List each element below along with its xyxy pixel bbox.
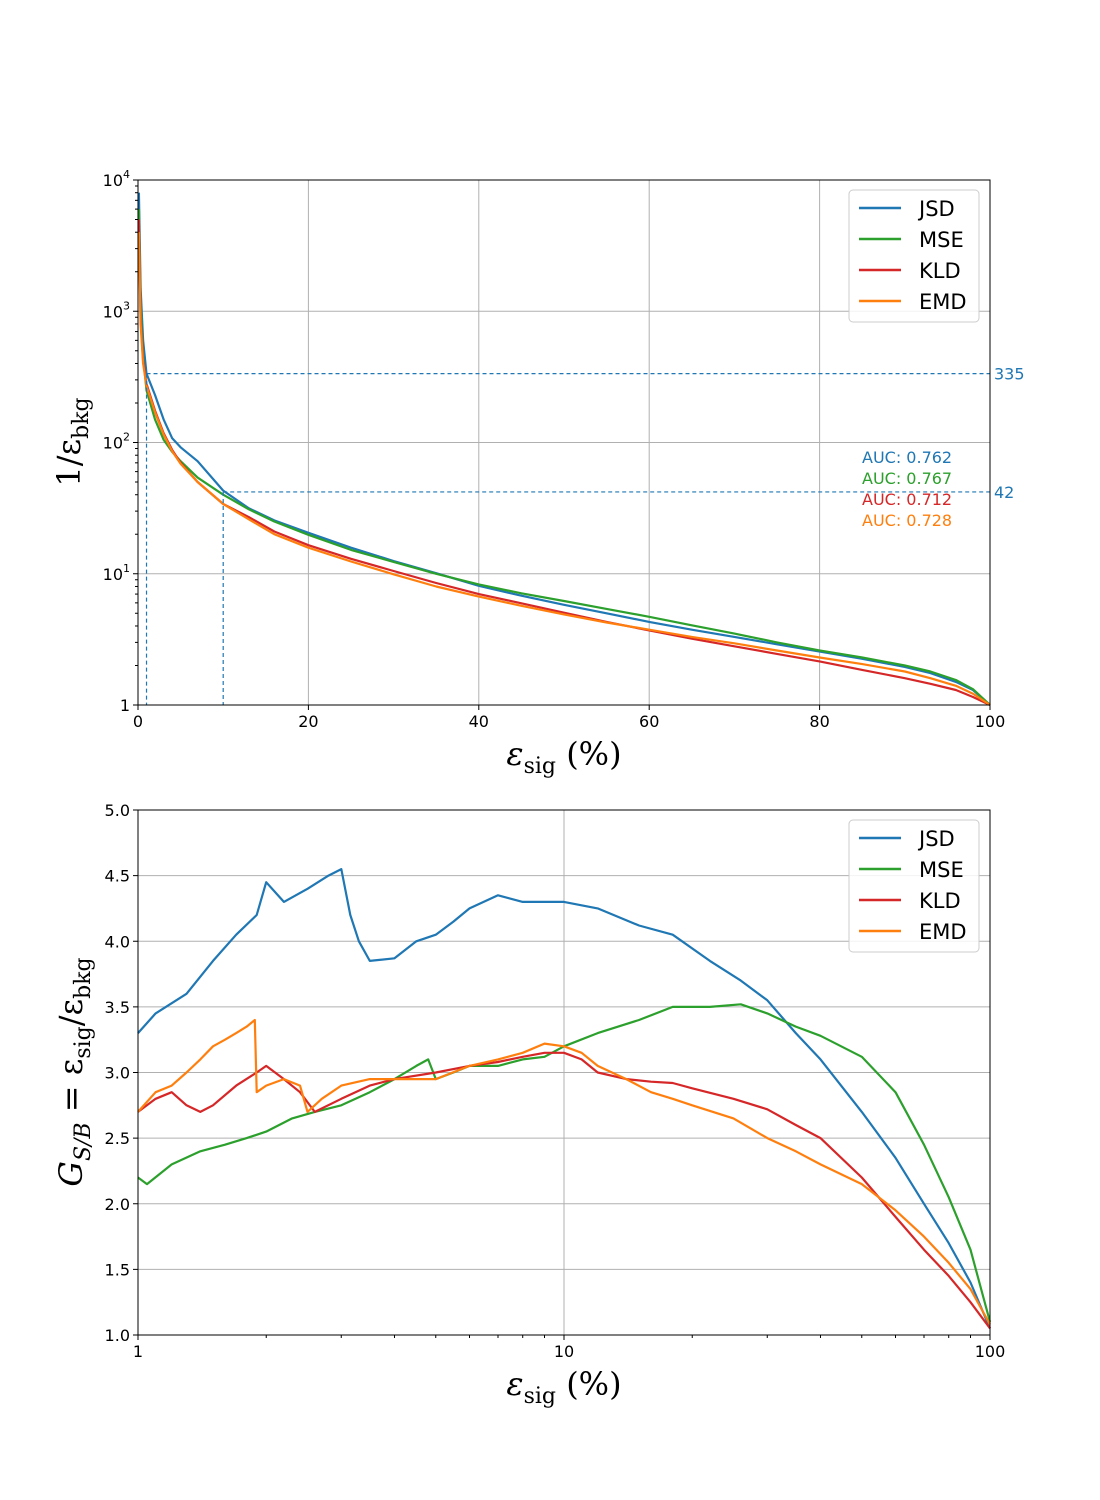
- y-tick-label: 1.0: [105, 1326, 130, 1345]
- x-tick-label: 20: [298, 712, 318, 731]
- series-line-mse: [137, 1003, 992, 1323]
- y-tick-label: 2.5: [105, 1129, 130, 1148]
- ref-value-label: 42: [994, 483, 1014, 502]
- top-chart-ylabel: 1/εbkg: [50, 397, 94, 486]
- legend-label: MSE: [919, 228, 964, 252]
- y-tick-label: 4.0: [105, 932, 130, 951]
- auc-label-kld: AUC: 0.712: [862, 490, 952, 509]
- legend-label: MSE: [919, 858, 964, 882]
- x-tick-label: 80: [809, 712, 829, 731]
- top-chart-ticks: 0 20 40 60 80 100 1 101 102 103 104: [103, 168, 1006, 731]
- auc-label-mse: AUC: 0.767: [862, 469, 952, 488]
- x-tick-label: 10: [554, 1342, 574, 1361]
- top-chart-panel: 335 42 0 20 40 60 80 100 1 101 102 103 104 AUC: 0.7…: [50, 168, 1025, 779]
- bottom-chart-grid: [138, 810, 990, 1335]
- top-chart-legend: JSD MSE KLD EMD: [848, 189, 980, 323]
- bottom-chart-series: [137, 867, 992, 1330]
- x-tick-label: 1: [133, 1342, 143, 1361]
- ref-value-label: 335: [994, 365, 1025, 384]
- legend-box: [848, 819, 980, 953]
- y-tick-label: 3.5: [105, 998, 130, 1017]
- bottom-chart-xlabel: εsig (%): [506, 1365, 621, 1409]
- y-tick-label: 102: [103, 431, 130, 453]
- auc-label-emd: AUC: 0.728: [862, 511, 952, 530]
- top-chart-series: [137, 192, 991, 706]
- bottom-chart-legend: JSD MSE KLD EMD: [848, 819, 980, 953]
- x-tick-label: 0: [133, 712, 143, 731]
- y-tick-label: 5.0: [105, 801, 130, 820]
- top-chart-xlabel: εsig (%): [506, 735, 621, 779]
- series-line-emd: [137, 1018, 991, 1326]
- y-tick-label: 103: [103, 299, 130, 321]
- y-tick-label: 101: [103, 562, 130, 584]
- legend-label: KLD: [919, 259, 961, 283]
- series-line-mse: [137, 209, 991, 706]
- y-tick-label: 104: [103, 168, 130, 190]
- legend-box: [848, 189, 980, 323]
- bottom-chart-ticks: 1 10 100 1.0 1.5 2.0 2.5 3.0 3.5 4.0 4.5 5.0: [105, 801, 1006, 1361]
- auc-label-jsd: AUC: 0.762: [862, 448, 952, 467]
- legend-label: JSD: [917, 197, 955, 221]
- bottom-chart-panel: 1 10 100 1.0 1.5 2.0 2.5 3.0 3.5 4.0 4.5 5.0 εsig (…: [52, 801, 1005, 1409]
- bottom-chart-ylabel: GS/B = εsig/εbkg: [52, 957, 96, 1186]
- legend-label: JSD: [917, 827, 955, 851]
- y-tick-label: 1.5: [105, 1260, 130, 1279]
- top-chart-annotations: 335 42: [145, 365, 1025, 705]
- x-tick-label: 40: [469, 712, 489, 731]
- legend-label: EMD: [919, 920, 967, 944]
- y-tick-label: 1: [120, 696, 130, 715]
- series-line-kld: [137, 1051, 991, 1330]
- y-tick-label: 3.0: [105, 1064, 130, 1083]
- x-tick-label: 100: [975, 1342, 1006, 1361]
- x-tick-label: 100: [975, 712, 1006, 731]
- series-line-emd: [137, 232, 991, 706]
- top-chart-grid: [138, 180, 990, 705]
- legend-label: KLD: [919, 889, 961, 913]
- x-tick-label: 60: [639, 712, 659, 731]
- series-line-jsd: [137, 867, 992, 1329]
- legend-label: EMD: [919, 290, 967, 314]
- y-tick-label: 2.0: [105, 1195, 130, 1214]
- y-tick-label: 4.5: [105, 867, 130, 886]
